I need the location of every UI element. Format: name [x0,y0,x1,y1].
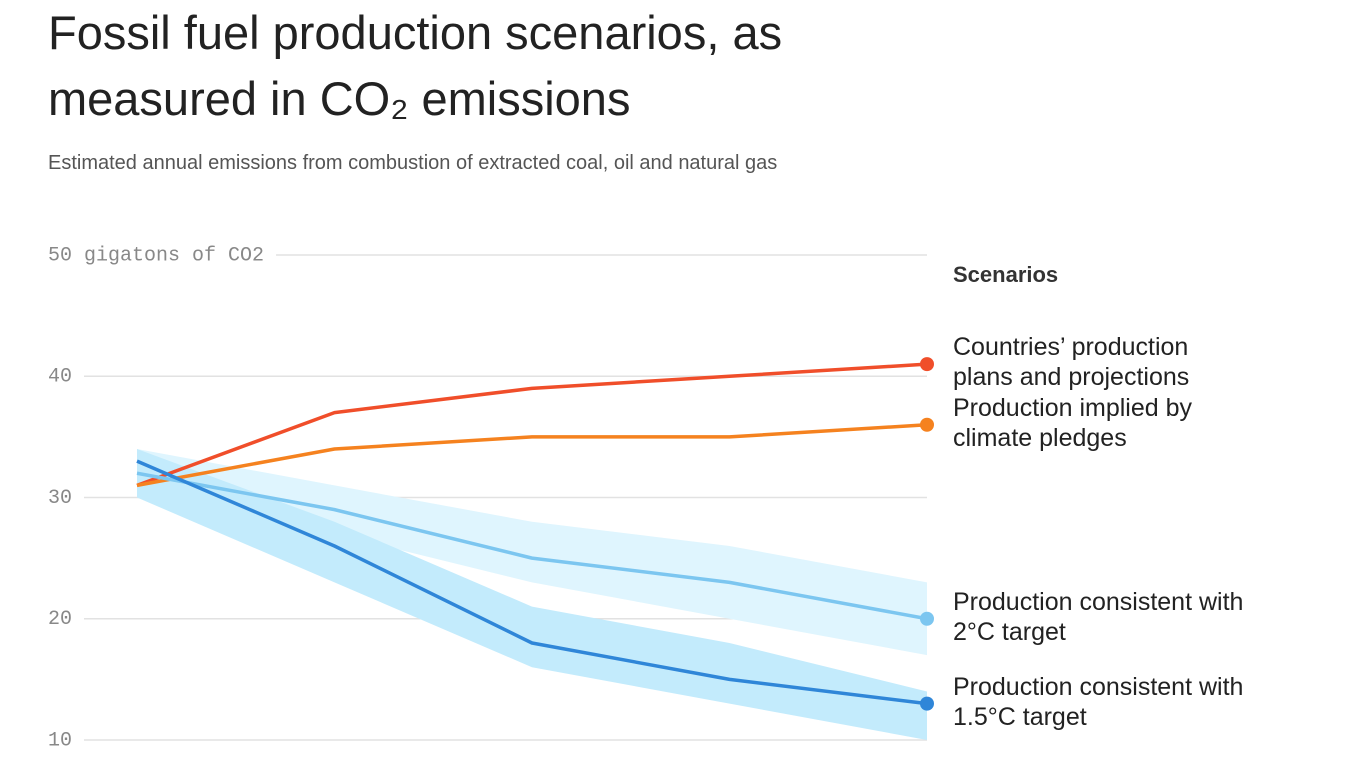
legend-label: Production implied by climate pledges [953,393,1193,452]
legend-title: Scenarios [953,262,1059,287]
end-point [920,696,934,711]
y-tick-label: 40 [48,366,72,389]
chart-title: Fossil fuel production scenarios, as mea… [48,6,783,125]
chart-subtitle: Estimated annual emissions from combusti… [48,152,778,174]
y-tick-label: 50 gigatons of CO2 [48,244,264,267]
legend-label: Countries’ production plans and projecti… [953,333,1190,392]
legend-label: Production consistent with 2°C target [953,587,1244,646]
end-point [920,417,934,432]
y-tick-label: 20 [48,608,72,631]
end-point [920,357,934,372]
y-tick-label: 10 [48,729,72,752]
series-line [136,459,928,706]
uncertainty-band [137,449,927,740]
uncertainty-band [137,449,927,656]
series-line [136,362,928,488]
y-tick-label: 30 [48,487,72,510]
series-line [136,423,928,488]
end-point [920,611,934,626]
series-line [136,471,928,621]
legend-label: Production consistent with 1.5°C target [953,672,1244,731]
